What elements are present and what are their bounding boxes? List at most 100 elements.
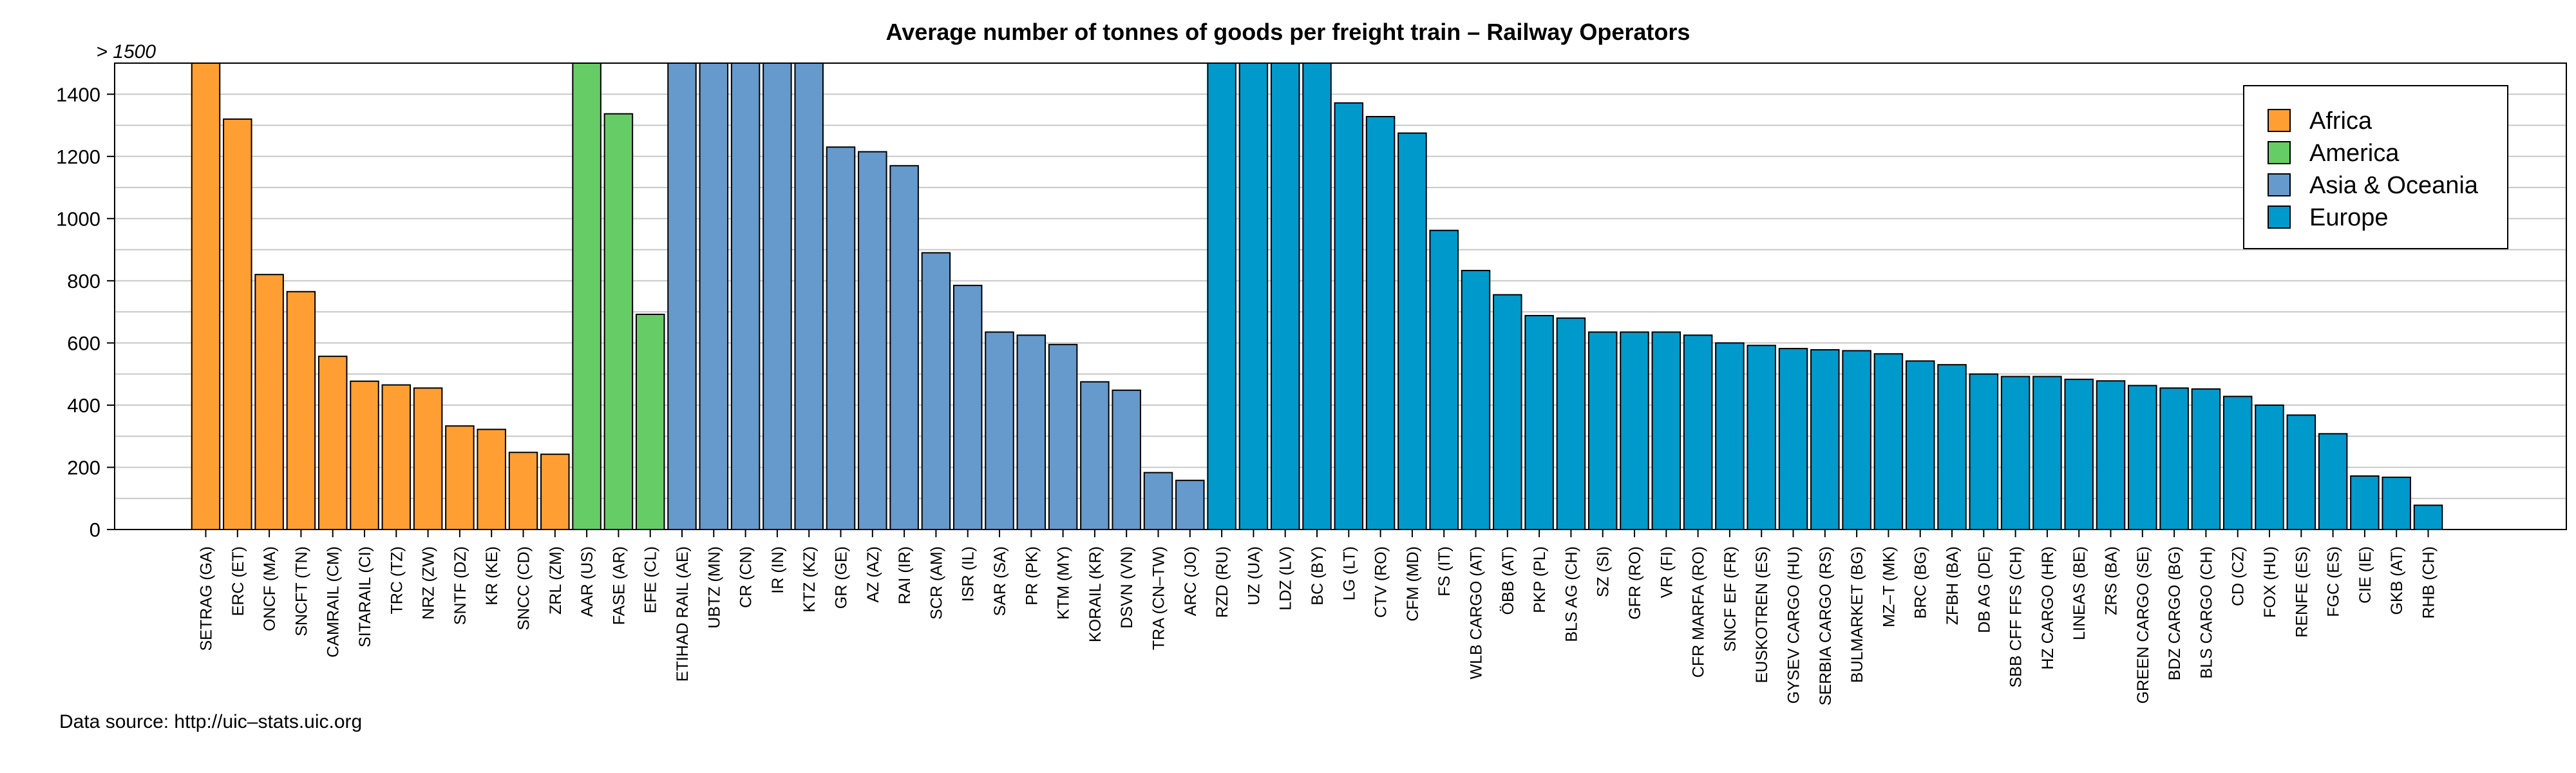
x-tick-label: ÖBB (AT): [1499, 546, 1517, 615]
x-tick-label: GFR (RO): [1626, 546, 1644, 620]
x-tick-label: ARC (JO): [1182, 546, 1200, 616]
x-tick-label: DB AG (DE): [1975, 546, 1993, 633]
bar: [286, 291, 316, 530]
bar: [1620, 331, 1649, 530]
x-tick-label: RENFE (ES): [2293, 546, 2311, 638]
bar: [508, 452, 538, 530]
y-tick-label: 400: [67, 394, 100, 417]
bar: [2413, 504, 2443, 530]
bar: [1683, 334, 1713, 530]
chart-title: Average number of tonnes of goods per fr…: [886, 19, 1690, 45]
overflow-label: > 1500: [96, 41, 156, 62]
legend-swatch: [2268, 205, 2291, 229]
x-tick-label: FGC (ES): [2325, 546, 2343, 617]
x-tick-label: GYSEV CARGO (HU): [1785, 546, 1803, 703]
bar: [826, 146, 856, 530]
legend-label: America: [2309, 140, 2400, 167]
bar: [1175, 479, 1205, 530]
bar: [1778, 348, 1808, 530]
x-tick-label: ISR (IL): [960, 546, 978, 602]
y-tick-label: 0: [90, 519, 100, 541]
bar: [889, 165, 919, 530]
x-tick-label: BLS AG (CH): [1562, 546, 1580, 642]
y-tick-label: 1200: [56, 146, 100, 168]
bar: [1556, 317, 1586, 530]
bar: [2032, 376, 2062, 531]
bar: [1143, 472, 1173, 530]
bar: [2318, 433, 2348, 531]
bar: [2064, 378, 2094, 531]
bar: [1937, 364, 1967, 530]
x-tick-label: GR (GE): [833, 546, 851, 609]
x-tick-label: CFM (MD): [1404, 546, 1422, 622]
x-tick-label: NRZ (ZW): [420, 546, 438, 620]
bar: [1270, 62, 1300, 530]
bar: [1461, 269, 1491, 530]
legend-label: Africa: [2309, 108, 2372, 135]
legend-swatch: [2268, 141, 2291, 164]
x-tick-label: LINEAS (BE): [2070, 546, 2088, 640]
x-tick-label: SETRAG (GA): [198, 546, 216, 651]
bar: [1715, 342, 1745, 531]
legend-label: Asia & Oceania: [2309, 172, 2479, 199]
bar: [1365, 116, 1396, 530]
bar: [2382, 476, 2411, 530]
bar: [1016, 334, 1046, 530]
bar: [1810, 349, 1840, 530]
bar: [350, 380, 379, 530]
bar: [2159, 387, 2189, 530]
x-tick-label: ONCF (MA): [261, 546, 279, 631]
x-tick-label: FOX (HU): [2261, 546, 2279, 618]
bar: [445, 425, 475, 530]
bar: [254, 274, 284, 530]
x-tick-label: SERBIA CARGO (RS): [1817, 546, 1835, 705]
bar: [1429, 229, 1459, 530]
x-tick-label: SAR (SA): [991, 546, 1009, 616]
x-tick-label: UZ (UA): [1245, 546, 1263, 606]
bar: [762, 62, 792, 530]
bar: [477, 428, 506, 531]
x-tick-label: KR (KE): [483, 546, 501, 606]
bar: [2350, 475, 2380, 530]
bar: [1842, 350, 1871, 530]
x-tick-label: RHB (CH): [2420, 546, 2438, 619]
bar: [1048, 343, 1078, 531]
x-tick-label: PKP (PL): [1531, 546, 1549, 613]
x-tick-label: SNCC (CD): [515, 546, 533, 631]
bar: [2000, 376, 2031, 531]
x-tick-label: CIE (IE): [2356, 546, 2374, 604]
bar: [317, 356, 348, 530]
x-tick-label: SNCFT (TN): [292, 546, 310, 636]
y-tick-label: 200: [67, 456, 100, 479]
x-tick-label: KTM (MY): [1055, 546, 1073, 620]
bar: [1493, 294, 1522, 530]
x-tick-label: IR (IN): [769, 546, 787, 594]
bar: [667, 62, 697, 530]
x-tick-label: CFR MARFA (RO): [1690, 546, 1708, 678]
x-tick-label: FASE (AR): [610, 546, 628, 625]
x-tick-label: EUSKOTREN (ES): [1753, 546, 1771, 683]
x-tick-label: FS (IT): [1435, 546, 1454, 596]
x-tick-label: VR (FI): [1658, 546, 1676, 598]
x-tick-label: SCR (AM): [927, 546, 945, 620]
bar: [635, 313, 665, 530]
bar: [1397, 132, 1427, 531]
x-tick-label: ZRS (BA): [2103, 546, 2121, 615]
bar: [1524, 314, 1554, 530]
bar: [1905, 360, 1935, 530]
y-tick-label: 1000: [56, 207, 100, 230]
bar: [2255, 404, 2284, 531]
bar: [603, 113, 634, 530]
bar: [794, 62, 824, 530]
bar: [985, 331, 1014, 530]
y-tick-label: 1400: [56, 83, 100, 106]
bar: [858, 151, 887, 530]
x-tick-label: HZ CARGO (HR): [2039, 546, 2057, 670]
x-tick-label: LG (LT): [1340, 546, 1358, 600]
x-tick-label: KORAIL (KR): [1086, 546, 1104, 642]
x-tick-label: BRC (BG): [1912, 546, 1930, 619]
bar: [1969, 373, 1999, 531]
bar: [2286, 414, 2316, 530]
y-tick-label: 800: [67, 270, 100, 292]
